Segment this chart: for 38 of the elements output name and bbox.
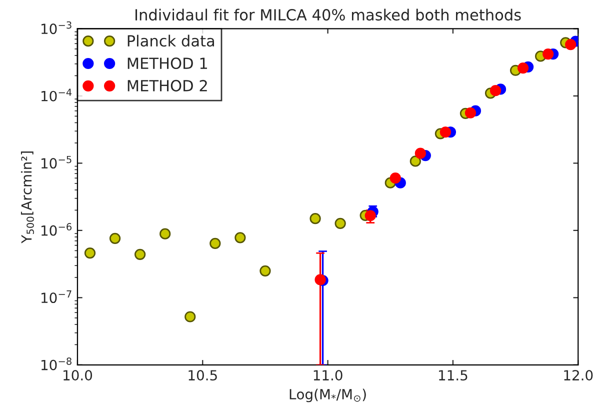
point	[234, 232, 246, 244]
legend-label: METHOD 2	[128, 80, 207, 92]
point	[565, 39, 576, 50]
point	[334, 218, 346, 229]
y-tick-label: 10$^{−7}$	[42, 290, 72, 304]
point	[160, 228, 171, 240]
point	[109, 232, 121, 244]
point	[390, 172, 401, 184]
x-axis-title: Log(M$_{*}$/M$_{⊙}$)	[290, 388, 366, 402]
y-tick-label: 10$^{−3}$	[42, 21, 72, 34]
point	[364, 210, 376, 222]
x-tick-label: 11.5	[439, 370, 468, 381]
legend-label: METHOD 1	[128, 58, 207, 70]
point	[134, 248, 146, 260]
y-tick-label: 10$^{−5}$	[42, 156, 72, 169]
point	[310, 213, 321, 224]
point	[410, 156, 421, 167]
point	[84, 248, 96, 259]
x-tick-label: 12.0	[564, 370, 593, 381]
point	[314, 274, 326, 286]
y-tick-label: 10$^{−4}$	[42, 88, 72, 102]
point	[440, 126, 452, 138]
point	[414, 148, 426, 159]
x-tick-label: 10.5	[188, 370, 217, 381]
y-axis-title: Y$_{500}$[Arcmin²]	[20, 152, 34, 244]
point	[210, 238, 221, 250]
point	[260, 265, 271, 276]
point	[517, 62, 529, 74]
legend-label: Planck data	[128, 34, 214, 47]
x-tick-label: 11.0	[314, 370, 342, 381]
point	[464, 107, 476, 118]
y-tick-label: 10$^{−6}$	[42, 223, 72, 236]
y-tick-label: 10$^{−8}$	[42, 358, 72, 370]
point	[184, 311, 196, 322]
point	[542, 48, 554, 60]
point	[490, 85, 502, 96]
x-tick-label: 10.0	[64, 370, 92, 381]
chart-title: Individaul fit for MILCA 40% masked both methods	[136, 8, 521, 21]
